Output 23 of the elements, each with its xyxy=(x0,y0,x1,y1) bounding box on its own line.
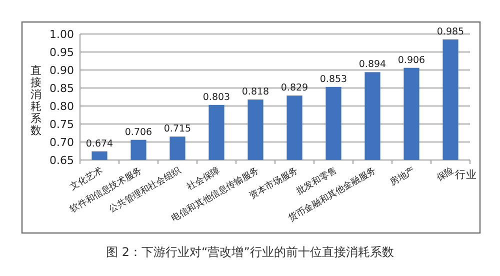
data-label: 0.706 xyxy=(124,126,152,138)
data-label: 0.853 xyxy=(320,74,348,85)
text: 0.95 xyxy=(50,46,74,59)
text: 1.00 xyxy=(50,28,74,41)
text: 0.75 xyxy=(50,118,74,131)
data-label: 0.829 xyxy=(280,82,308,94)
data-label: 0.715 xyxy=(164,124,192,135)
text: 0.85 xyxy=(50,82,74,95)
text: 0.80 xyxy=(50,100,74,113)
data-label: 0.906 xyxy=(398,54,426,66)
data-label: 0.818 xyxy=(242,86,270,98)
x-tick-label: 房地产 xyxy=(388,165,417,188)
text: 图 2：下游行业对“营改增”行业的前十位直接消耗系数 xyxy=(106,245,394,259)
y-axis-title: 直接消耗系数 xyxy=(30,64,42,137)
text: 0.65 xyxy=(50,154,74,167)
text: 0.70 xyxy=(50,136,74,149)
x-axis-title: 行业 xyxy=(455,168,477,181)
data-label: 0.803 xyxy=(202,92,230,103)
data-label: 0.894 xyxy=(358,59,386,70)
text: 0.90 xyxy=(50,64,74,77)
data-label: 0.674 xyxy=(86,138,114,150)
x-tick-label: 保险 xyxy=(434,165,456,184)
data-label: 0.985 xyxy=(436,26,464,38)
